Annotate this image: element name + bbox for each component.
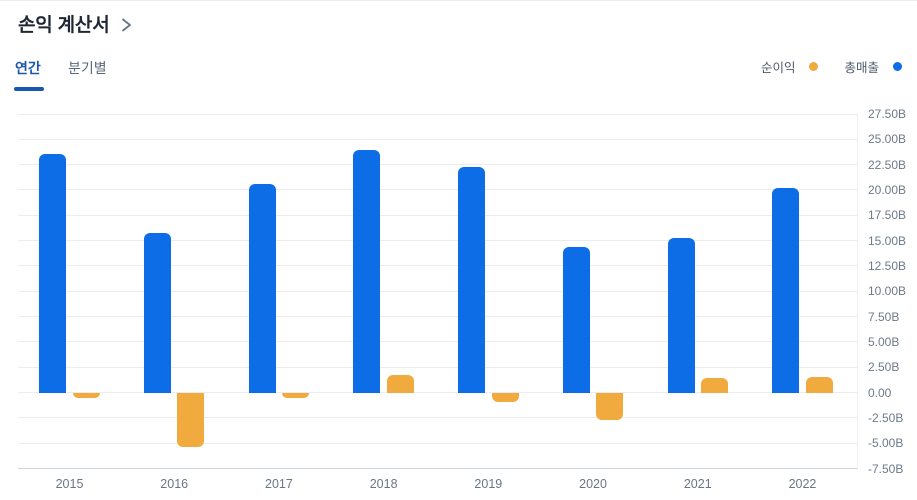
- net-income-bar-2021[interactable]: [701, 378, 728, 393]
- net-income-bar-2022[interactable]: [805, 377, 833, 393]
- y-tick-label: 25.00B: [868, 132, 907, 147]
- header: 손익 계산서: [18, 10, 133, 37]
- gridline: [18, 316, 857, 318]
- net-income-bar-2019[interactable]: [491, 392, 519, 402]
- chevron-right-icon[interactable]: [119, 17, 133, 33]
- revenue-bar-2021[interactable]: [667, 237, 695, 393]
- gridline: [18, 189, 857, 191]
- tab-annual-label: 연간: [15, 60, 41, 76]
- tab-quarterly-label: 분기별: [68, 60, 107, 76]
- revenue-bar-2020[interactable]: [562, 246, 590, 393]
- revenue-bar-2016[interactable]: [143, 232, 171, 393]
- legend-net-income-label: 순이익: [760, 61, 796, 75]
- y-tick-label: 7.50B: [868, 309, 900, 324]
- gridline: [18, 214, 857, 216]
- tab-quarterly[interactable]: 분기별: [68, 58, 107, 91]
- y-tick-label: -7.50B: [868, 461, 904, 476]
- net-income-bar-2020[interactable]: [596, 392, 624, 420]
- x-tick-label-2020: 2020: [579, 477, 607, 491]
- chart-legend: 순이익 총매출: [761, 57, 902, 76]
- x-tick-label-2017: 2017: [265, 477, 293, 491]
- x-tick-label-2021: 2021: [683, 477, 712, 491]
- gridline: [18, 442, 857, 444]
- revenue-bar-2022[interactable]: [772, 187, 800, 393]
- net-income-bar-2018[interactable]: [386, 375, 414, 393]
- x-tick-label-2018: 2018: [369, 477, 398, 491]
- net-income-bar-2017[interactable]: [282, 392, 310, 398]
- y-tick-label: 10.00B: [868, 284, 907, 299]
- gridline: [18, 240, 857, 242]
- revenue-dot-icon: [893, 62, 902, 71]
- y-tick-label: 0.00: [868, 385, 892, 400]
- gridline: [18, 366, 857, 368]
- x-axis-line: [18, 468, 857, 469]
- legend-revenue-label: 총매출: [844, 61, 879, 75]
- x-tick-label-2019: 2019: [474, 477, 503, 491]
- gridline: [18, 392, 857, 394]
- page-title: 손익 계산서: [18, 15, 110, 36]
- revenue-bar-2018[interactable]: [353, 150, 381, 393]
- x-tick-label-2015: 2015: [55, 477, 84, 491]
- y-tick-label: -2.50B: [868, 410, 904, 425]
- net-income-bar-2016[interactable]: [177, 392, 205, 448]
- legend-item-net-income[interactable]: 순이익: [761, 57, 819, 76]
- gridline: [18, 341, 857, 343]
- y-tick-label: 2.50B: [868, 360, 900, 375]
- x-tick-label-2022: 2022: [788, 477, 817, 491]
- y-tick-label: 12.50B: [868, 258, 907, 273]
- y-tick-label: 15.00B: [868, 233, 907, 248]
- tab-annual[interactable]: 연간: [14, 58, 44, 91]
- y-tick-label: 20.00B: [868, 182, 907, 197]
- gridline: [18, 113, 857, 115]
- gridline: [18, 265, 857, 267]
- legend-item-revenue[interactable]: 총매출: [844, 57, 902, 76]
- y-tick-label: 22.50B: [868, 157, 907, 172]
- plot-right-border: [856, 114, 858, 469]
- revenue-bar-2017[interactable]: [248, 183, 276, 393]
- gridline: [18, 417, 857, 419]
- y-tick-label: 27.50B: [868, 107, 907, 121]
- y-tick-label: 17.50B: [868, 208, 907, 223]
- revenue-bar-2015[interactable]: [39, 153, 67, 393]
- y-tick-label: -5.00B: [868, 436, 904, 451]
- y-tick-label: 5.00B: [868, 334, 900, 349]
- revenue-bar-2019[interactable]: [458, 166, 486, 393]
- net-income-dot-icon: [809, 62, 819, 71]
- gridline: [18, 164, 857, 166]
- x-tick-label-2016: 2016: [160, 477, 189, 491]
- gridline: [18, 138, 857, 140]
- gridline: [18, 290, 857, 292]
- net-income-bar-2015[interactable]: [72, 392, 100, 398]
